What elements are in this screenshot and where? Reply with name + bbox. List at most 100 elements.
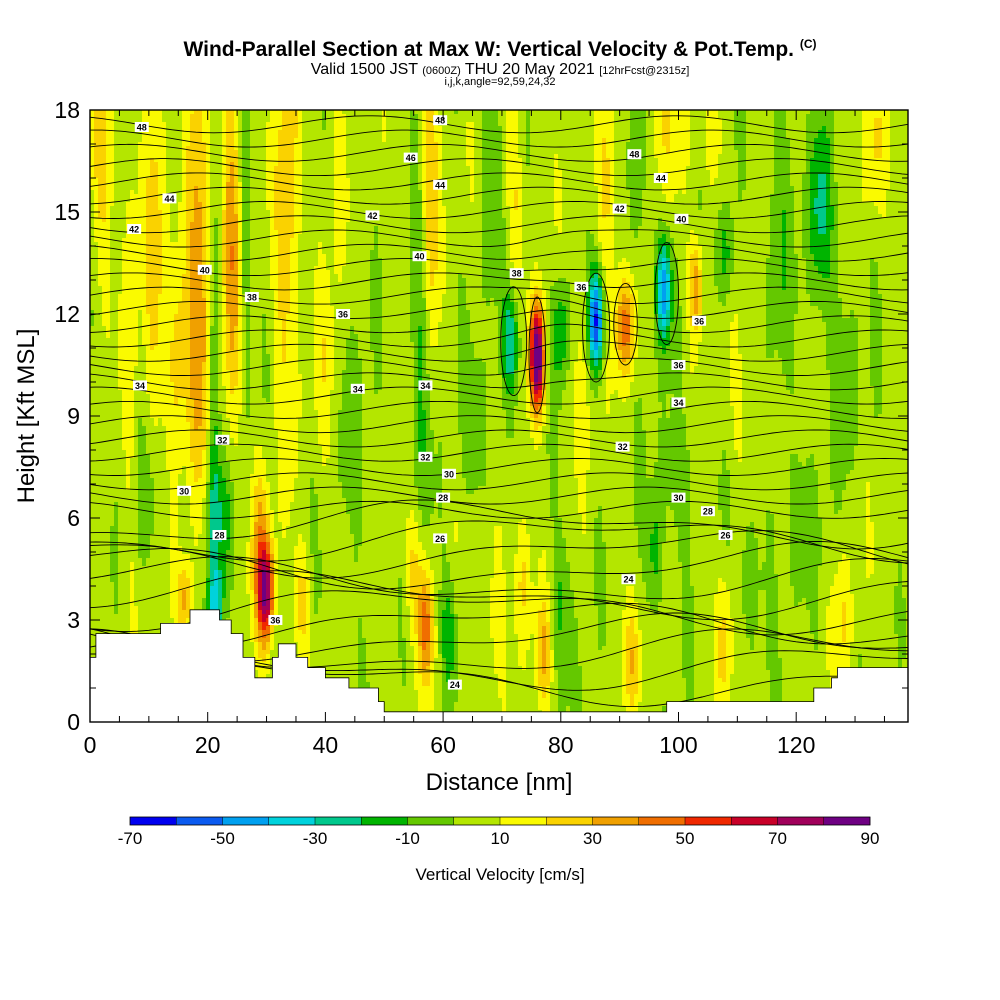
contour-label-box — [162, 193, 177, 204]
theta-contour-line — [89, 201, 909, 219]
colorbar-tick-label: -50 — [210, 829, 235, 848]
y-tick-label: 18 — [54, 97, 80, 123]
contour-label-text: 36 — [338, 310, 348, 320]
subtitle-forecast: [12hrFcst@2315z] — [599, 65, 689, 77]
theta-contour-line — [89, 357, 909, 376]
contour-label-box — [574, 281, 589, 292]
contour-label-text: 36 — [694, 316, 704, 326]
contour-label-text: 44 — [656, 174, 666, 184]
colorbar-swatch — [268, 817, 316, 825]
colorbar-swatch — [823, 817, 871, 825]
contour-label-text: 42 — [129, 225, 139, 235]
contour-label-text: 36 — [270, 616, 280, 626]
contour-label-box — [692, 315, 707, 326]
chart-title: Wind-Parallel Section at Max W: Vertical… — [0, 37, 1000, 62]
contour-label-text: 34 — [420, 381, 430, 391]
contour-label: 48 — [433, 115, 448, 126]
chart-subtitle: Valid 1500 JST (0600Z) THU 20 May 2021 [… — [0, 61, 1000, 79]
colorbar-tick-label: 50 — [676, 829, 695, 848]
theta-closed-contour — [500, 286, 528, 397]
contour-label-box — [433, 179, 448, 190]
contour-label: 24 — [621, 574, 636, 585]
colorbar-swatch — [500, 817, 547, 825]
contour-label: 48 — [134, 122, 149, 133]
contour-label-box — [336, 309, 351, 319]
contour-label-box — [133, 380, 148, 391]
contour-label: 34 — [133, 380, 148, 391]
theta-contour-line — [89, 323, 909, 348]
contour-label-text: 32 — [217, 435, 227, 445]
contour-label: 24 — [447, 679, 462, 690]
theta-contour-line — [90, 258, 909, 277]
y-tick-label: 9 — [67, 403, 80, 429]
y-tick-label: 0 — [67, 709, 80, 735]
theta-closed-contour — [582, 272, 611, 383]
x-tick-label: 20 — [195, 732, 221, 758]
contour-label-text: 38 — [512, 269, 522, 279]
contour-label-text: 36 — [576, 282, 586, 292]
theta-contour-line — [90, 129, 909, 148]
chart-title-unit-mark: (C) — [800, 37, 817, 51]
contour-label-text: 32 — [420, 452, 430, 462]
contour-label: 32 — [215, 434, 230, 445]
contour-label: 38 — [244, 292, 259, 303]
colorbar-tick-label: 90 — [861, 829, 880, 848]
contour-label-text: 42 — [367, 211, 377, 221]
contour-label-text: 38 — [247, 293, 257, 303]
theta-contour-line — [89, 215, 909, 234]
x-tick-label: 60 — [430, 732, 456, 758]
y-tick-label: 6 — [67, 505, 80, 531]
theta-contour-line — [89, 309, 909, 334]
contour-label: 34 — [671, 397, 686, 408]
contour-label-box — [441, 468, 456, 479]
theta-contour-line — [89, 400, 909, 419]
theta-contour-line — [89, 530, 909, 579]
colorbar-tick-label: 30 — [583, 829, 602, 848]
colorbar-swatch — [731, 817, 778, 825]
contour-label-text: 36 — [673, 361, 683, 371]
contour-label: 26 — [718, 530, 733, 541]
contour-label: 36 — [336, 309, 351, 320]
x-tick-label: 100 — [659, 732, 697, 758]
contour-label-box — [621, 574, 636, 585]
colorbar: -70 -50 -30 -10 10 30 50 70 90 Vertical Velocity … — [118, 816, 880, 884]
theta-closed-contour — [613, 282, 638, 366]
theta-contour-line — [89, 500, 909, 519]
colorbar-tick-label: -10 — [395, 829, 420, 848]
contour-label: 36 — [671, 360, 686, 371]
contour-label-box — [433, 115, 448, 126]
contour-label-box — [127, 224, 142, 234]
colorbar-swatch — [361, 817, 408, 825]
x-tick-label: 120 — [777, 732, 815, 758]
contour-label: 42 — [612, 203, 627, 214]
theta-closed-contour — [654, 242, 679, 346]
theta-contour-line — [89, 415, 909, 434]
contour-label: 42 — [127, 224, 142, 235]
contour-label-box — [700, 506, 715, 517]
contour-label-box — [177, 485, 192, 496]
contour-label-box — [350, 383, 365, 394]
contour-label-box — [671, 360, 686, 370]
contour-label: 48 — [627, 149, 642, 160]
contour-label-box — [212, 530, 227, 540]
colorbar-swatch — [222, 817, 270, 825]
y-tick-label: 3 — [67, 607, 80, 633]
colorbar-swatch — [407, 817, 455, 825]
contour-label-text: 28 — [214, 531, 224, 541]
theta-contour-line — [89, 486, 909, 505]
contour-label-text: 40 — [676, 214, 686, 224]
colorbar-tick-label: -70 — [118, 829, 143, 848]
colorbar-swatch — [315, 817, 362, 825]
theta-contour-line — [89, 286, 909, 305]
contour-label-box — [671, 492, 686, 503]
theta-contour-line — [89, 520, 909, 564]
contour-label-box — [447, 679, 462, 690]
contour-label-box — [653, 173, 668, 183]
contour-label: 40 — [674, 213, 689, 224]
contour-label-text: 44 — [164, 194, 174, 204]
colorbar-tick-label: 70 — [768, 829, 787, 848]
theta-contour-line — [89, 143, 909, 162]
contour-label-box — [197, 264, 212, 275]
contour-label: 36 — [574, 281, 589, 292]
colorbar-label: Vertical Velocity [cm/s] — [415, 865, 584, 884]
